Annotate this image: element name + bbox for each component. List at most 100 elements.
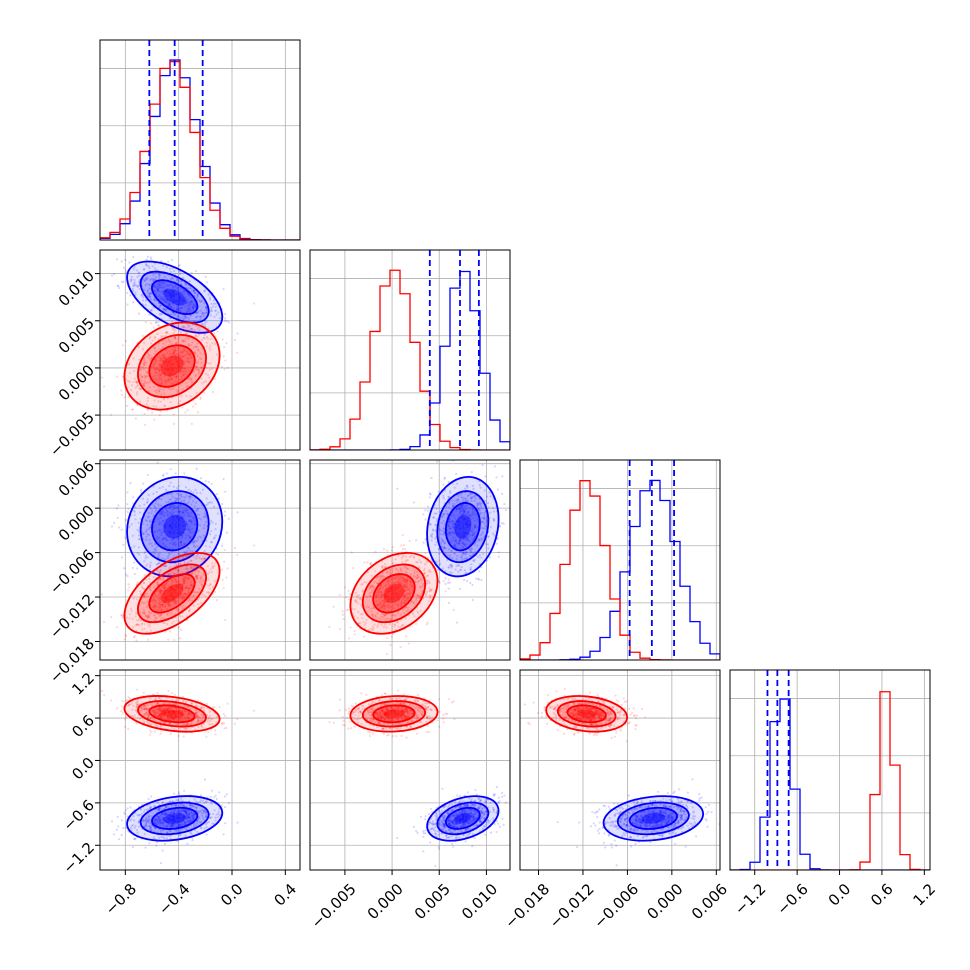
sample-point [168, 567, 171, 570]
sample-point [196, 507, 199, 511]
sample-point [146, 533, 149, 536]
sample-point [363, 624, 367, 627]
sample-point [156, 368, 159, 371]
sample-point [193, 813, 196, 816]
sample-point [172, 531, 175, 534]
sample-point [183, 810, 186, 813]
sample-point [131, 408, 134, 411]
sample-point [165, 300, 168, 304]
sample-point [463, 557, 466, 560]
sample-point [147, 511, 150, 515]
sample-point [461, 503, 465, 507]
sample-point [187, 326, 191, 329]
sample-point [462, 552, 465, 555]
sample-point [178, 821, 182, 824]
sample-point [148, 842, 151, 845]
sample-point [137, 546, 140, 549]
sample-point [208, 816, 212, 820]
sample-point [401, 593, 404, 597]
sample-point [357, 593, 360, 597]
sample-point [160, 372, 163, 375]
sample-point [187, 318, 190, 321]
sample-point [169, 542, 172, 545]
sample-point [154, 276, 158, 279]
sample-point [441, 538, 444, 542]
sample-point [147, 615, 150, 618]
sample-point [171, 523, 174, 527]
sample-point [404, 581, 408, 584]
sample-point [389, 572, 392, 575]
sample-point [194, 545, 198, 548]
sample-point [137, 820, 140, 823]
sample-point [214, 561, 217, 564]
sample-point [216, 512, 219, 515]
sample-point [444, 570, 447, 573]
sample-point [397, 554, 400, 557]
sample-point [168, 303, 171, 306]
sample-point [182, 349, 186, 352]
sample-point [203, 337, 206, 340]
sample-point [123, 266, 126, 269]
sample-point [371, 613, 374, 617]
sample-point [450, 571, 453, 574]
sample-point [128, 371, 132, 375]
sample-point [152, 605, 155, 609]
sample-point [130, 824, 133, 828]
sample-point [158, 522, 161, 525]
sample-point [184, 297, 188, 300]
sample-point [159, 381, 162, 385]
sample-point [195, 806, 198, 810]
sample-point [469, 567, 472, 571]
sample-point [147, 610, 150, 614]
sample-point [176, 840, 179, 843]
sample-point [203, 333, 206, 336]
sample-point [161, 519, 165, 523]
sample-point [146, 381, 149, 384]
sample-point [179, 594, 182, 597]
sample-point [200, 575, 203, 578]
sample-point [385, 584, 388, 587]
sample-point [172, 810, 175, 814]
sample-point [166, 817, 170, 820]
sample-point [396, 620, 399, 624]
sample-point [456, 523, 459, 526]
sample-point [401, 555, 404, 558]
sample-point [171, 597, 174, 600]
sample-point [497, 551, 500, 554]
sample-point [161, 812, 164, 816]
sample-point [216, 816, 219, 819]
sample-point [204, 306, 208, 309]
sample-point [179, 399, 182, 403]
sample-point [168, 519, 171, 522]
sample-point [208, 368, 211, 371]
sample-point [379, 575, 382, 579]
sample-point [406, 567, 409, 570]
sample-point [175, 341, 178, 345]
sample-point [184, 810, 187, 813]
sample-point [210, 789, 214, 792]
sample-point [456, 520, 459, 523]
sample-point [171, 522, 174, 525]
sample-point [411, 584, 414, 587]
sample-point [464, 518, 468, 521]
sample-point [207, 501, 210, 505]
sample-point [167, 338, 170, 341]
sample-point [196, 294, 199, 297]
sample-point [461, 541, 464, 544]
sample-point [405, 593, 408, 596]
sample-point [137, 538, 141, 541]
sample-point [396, 621, 399, 624]
sample-point [167, 573, 171, 576]
sample-point [167, 804, 170, 807]
sample-point [471, 495, 474, 498]
sample-point [188, 812, 191, 815]
sample-point [166, 614, 169, 617]
sample-point [480, 507, 483, 510]
sample-point [177, 389, 180, 392]
sample-point [189, 803, 192, 807]
sample-point [156, 538, 159, 541]
sample-point [435, 518, 439, 521]
sample-point [124, 813, 127, 816]
sample-point [116, 284, 119, 288]
sample-point [171, 814, 174, 818]
